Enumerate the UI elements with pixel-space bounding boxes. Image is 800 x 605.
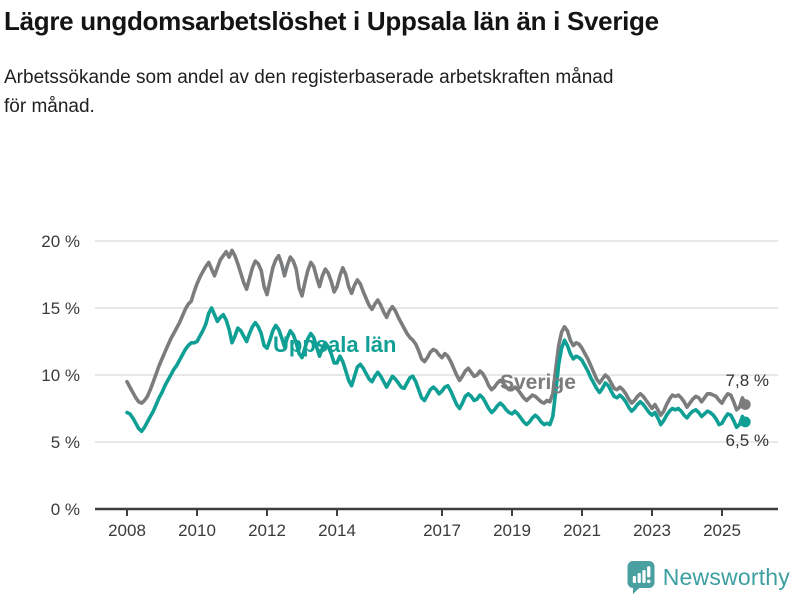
series-label-sverige: Sverige bbox=[500, 371, 576, 394]
x-tick-label-2012: 2012 bbox=[248, 521, 286, 540]
series-line-0 bbox=[125, 248, 748, 418]
series-label-uppsala-lan: Uppsala län bbox=[273, 332, 396, 357]
x-tick-label-2014: 2014 bbox=[318, 521, 356, 540]
newsworthy-brand: Newsworthy bbox=[626, 560, 790, 594]
end-value-label-uppsala: 6,5 % bbox=[726, 431, 769, 450]
end-value-label-sverige: 7,8 % bbox=[726, 371, 769, 390]
y-tick-label-10: 10 % bbox=[41, 366, 80, 385]
x-tick-label-2019: 2019 bbox=[493, 521, 531, 540]
y-axis-labels: 20 % 15 % 10 % 5 % 0 % bbox=[41, 232, 80, 519]
x-axis bbox=[95, 507, 778, 516]
x-tick-label-2017: 2017 bbox=[423, 521, 461, 540]
x-tick-label-2025: 2025 bbox=[703, 521, 741, 540]
series-line-1 bbox=[125, 306, 748, 434]
series-end-dot-1 bbox=[739, 416, 751, 428]
newsworthy-logo-icon bbox=[627, 561, 655, 594]
x-tick-label-2023: 2023 bbox=[633, 521, 671, 540]
series-end-dot-0 bbox=[739, 399, 751, 410]
x-tick-label-2021: 2021 bbox=[563, 521, 601, 540]
chart-subtitle: Arbetssökande som andel av den registerb… bbox=[4, 67, 614, 117]
y-tick-label-5: 5 % bbox=[51, 433, 80, 452]
page-title: Lägre ungdomsarbetslöshet i Uppsala län … bbox=[4, 6, 659, 36]
y-tick-label-0: 0 % bbox=[51, 500, 80, 519]
y-tick-label-15: 15 % bbox=[41, 299, 80, 318]
x-tick-label-2010: 2010 bbox=[178, 521, 216, 540]
x-axis-labels: 2008 2010 2012 2014 2017 2019 2021 2023 2025 bbox=[108, 521, 741, 540]
chart-header: Lägre ungdomsarbetslöshet i Uppsala län … bbox=[4, 4, 659, 121]
brand-name: Newsworthy bbox=[662, 563, 790, 590]
gridlines bbox=[95, 240, 778, 443]
series-lines bbox=[125, 248, 751, 434]
y-tick-label-20: 20 % bbox=[41, 232, 80, 251]
x-tick-label-2008: 2008 bbox=[108, 521, 146, 540]
